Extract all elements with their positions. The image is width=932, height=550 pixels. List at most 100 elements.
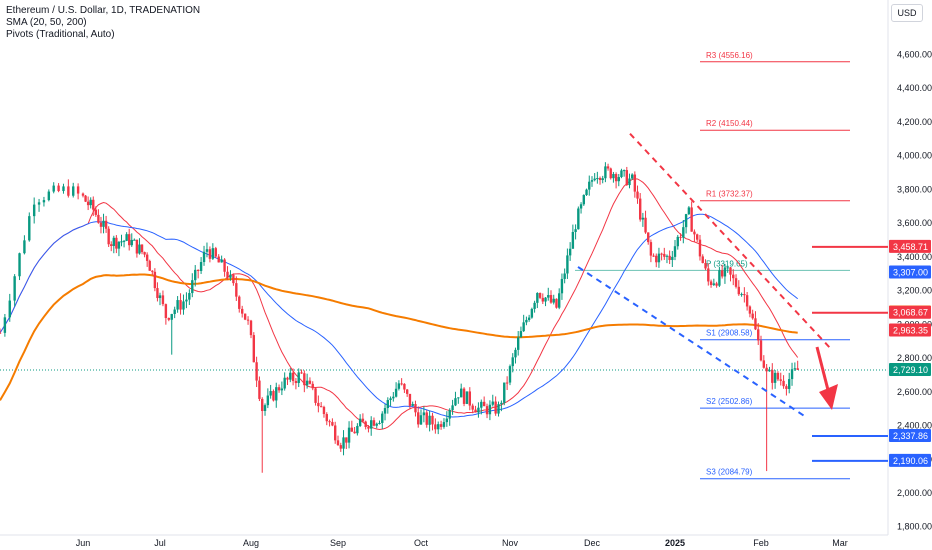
candle-body — [81, 193, 85, 196]
candle-body — [86, 201, 90, 206]
candle-body — [138, 244, 141, 254]
candle-body — [8, 300, 11, 318]
candle-body — [536, 292, 539, 303]
sma50-line — [0, 213, 799, 418]
pivot-label: R3 (4556.16) — [706, 51, 753, 60]
pivots-indicator-label[interactable]: Pivots (Traditional, Auto) — [6, 29, 115, 40]
candle-body — [104, 220, 108, 229]
y-tick-label: 2,000.00 — [897, 488, 932, 498]
candle-body — [788, 379, 791, 389]
candle-body — [52, 185, 55, 192]
candle-body — [729, 267, 732, 275]
y-tick-label: 3,800.00 — [897, 184, 932, 194]
candle-body — [269, 391, 272, 396]
currency-button[interactable]: USD — [891, 4, 923, 22]
candle-body — [120, 241, 123, 243]
candle-body — [768, 370, 771, 372]
candle-body — [451, 405, 454, 411]
candle-body — [751, 313, 754, 319]
candle-body — [690, 207, 693, 232]
candle-body — [720, 270, 724, 277]
candle-body — [698, 239, 702, 257]
candle-body — [491, 401, 494, 405]
candle-body — [179, 300, 182, 310]
candle-body — [757, 329, 760, 341]
candle-body — [782, 380, 785, 387]
candle-body — [258, 380, 261, 399]
candle-body — [434, 424, 437, 430]
x-tick-label: Oct — [414, 538, 429, 548]
candle-body — [790, 369, 794, 380]
candle-body — [333, 425, 337, 441]
candle-body — [205, 249, 209, 252]
candle-body — [445, 418, 449, 423]
candle-body — [465, 391, 469, 404]
candle-body — [454, 398, 457, 406]
price-label-bg — [889, 429, 931, 443]
candle-body — [361, 418, 365, 422]
price-label-bg — [889, 265, 931, 279]
candle-body — [693, 231, 696, 235]
candle-body — [145, 254, 149, 261]
candle-body — [405, 389, 409, 394]
candle-body — [303, 373, 306, 386]
candle-body — [671, 256, 674, 260]
candle-body — [76, 186, 80, 194]
candle-body — [431, 415, 434, 425]
candle-body — [252, 335, 256, 363]
candle-body — [89, 199, 92, 206]
candle-body — [687, 207, 691, 215]
candle-body — [211, 248, 215, 259]
candle-body — [243, 313, 247, 320]
price-label: 3,307.00 — [893, 268, 928, 278]
candle-body — [773, 372, 777, 383]
candle-body — [246, 319, 250, 321]
price-labels: 3,458.713,307.003,070.213,068.672,963.35… — [889, 239, 931, 467]
pivot-label: R2 (4150.44) — [706, 119, 753, 128]
candle-body — [217, 256, 220, 263]
price-label: 3,458.71 — [893, 242, 928, 252]
candle-body — [220, 259, 223, 263]
candle-body — [202, 251, 206, 263]
candle-body — [785, 386, 788, 389]
sma200-line — [0, 273, 798, 401]
candle-body — [704, 263, 707, 269]
candle-body — [140, 244, 144, 253]
candle-body — [286, 377, 289, 380]
candle-body — [527, 317, 531, 320]
candle-body — [568, 248, 572, 256]
sma-indicator-label[interactable]: SMA (20, 50, 200) — [6, 17, 87, 28]
y-tick-label: 3,400.00 — [897, 252, 932, 262]
candle-body — [3, 317, 7, 333]
candle-body — [280, 388, 284, 391]
candle-body — [494, 401, 497, 414]
candle-body — [630, 174, 634, 179]
candle-body — [319, 406, 323, 408]
price-label-bg — [889, 305, 931, 319]
candle-body — [57, 185, 60, 192]
candle-body — [734, 278, 738, 287]
candle-body — [167, 317, 171, 320]
candle-body — [754, 318, 757, 330]
candle-body — [300, 372, 303, 374]
candle-body — [558, 293, 561, 308]
candle-body — [723, 267, 727, 277]
candle-body — [511, 357, 514, 367]
symbol-title[interactable]: Ethereum / U.S. Dollar, 1D, TRADENATION — [6, 5, 201, 16]
x-tick-label: Jul — [154, 538, 166, 548]
candle-body — [383, 408, 387, 414]
pivot-lines: R3 (4556.16) R2 (4150.44) R1 (3732.37) P (3… — [0, 51, 888, 480]
candle-body — [508, 366, 512, 383]
candle-body — [525, 319, 528, 323]
candle-body — [289, 372, 292, 380]
resistance-trendline — [629, 132, 831, 349]
candle-body — [42, 200, 46, 203]
candle-body — [606, 166, 610, 169]
candle-body — [748, 306, 752, 314]
candle-body — [762, 360, 766, 368]
moving-averages — [0, 178, 799, 431]
pivot-label: S3 (2084.79) — [706, 468, 753, 477]
candle-body — [356, 425, 359, 434]
candle-body — [579, 204, 583, 209]
